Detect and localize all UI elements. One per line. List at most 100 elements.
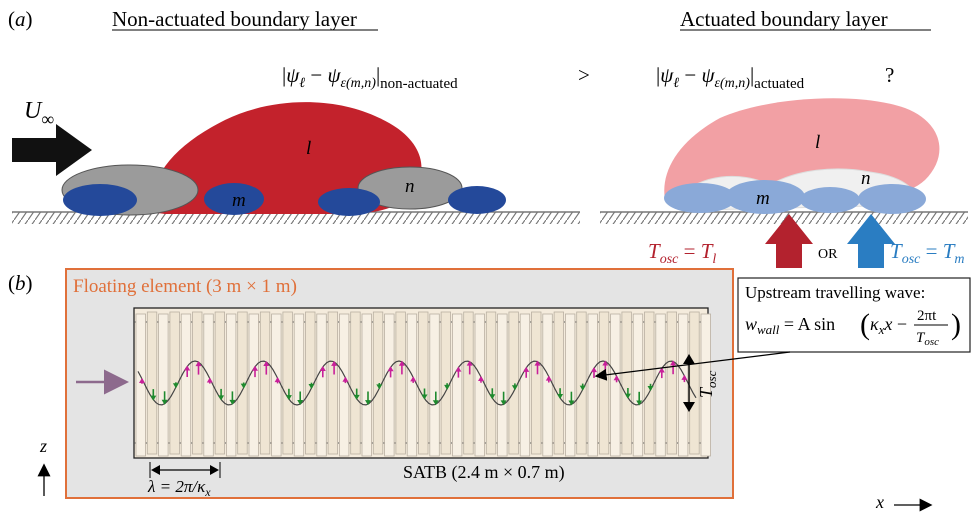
wave-up-arrowhead-icon bbox=[670, 360, 677, 366]
wave-callout-title: Upstream travelling wave: bbox=[745, 283, 925, 302]
blue-eddy-1 bbox=[63, 184, 137, 216]
panel-a: (a) Non-actuated boundary layer Actuated… bbox=[8, 7, 968, 268]
satb-slat bbox=[644, 311, 655, 455]
wave-callout-equation: wwall = A sin bbox=[745, 314, 835, 337]
blue-eddy-3 bbox=[318, 188, 380, 216]
satb-slat bbox=[237, 311, 248, 455]
wave-up-arrowhead-icon bbox=[263, 361, 270, 367]
wave-down-arrowhead-icon bbox=[365, 400, 371, 406]
satb-slat bbox=[282, 311, 293, 455]
wave-callout-den: Tosc bbox=[916, 330, 939, 348]
wave-up-arrowhead-icon bbox=[410, 376, 417, 382]
satb-slat bbox=[316, 313, 327, 457]
satb-slat bbox=[372, 311, 384, 455]
wave-down-arrowhead-icon bbox=[511, 385, 518, 391]
eddy-label-m-right: m bbox=[756, 188, 770, 209]
wave-down-arrowhead-icon bbox=[353, 394, 360, 400]
wave-down-arrowhead-icon bbox=[229, 399, 236, 405]
satb-slat bbox=[598, 311, 610, 455]
wave-callout-kx: κxx − bbox=[870, 314, 907, 337]
satb-slat bbox=[463, 311, 474, 455]
floating-element-label: Floating element (3 m × 1 m) bbox=[73, 276, 297, 297]
wave-up-arrowhead-icon bbox=[319, 366, 326, 372]
satb-slat bbox=[259, 311, 271, 455]
satb-slats bbox=[135, 311, 711, 457]
wave-up-arrowhead-icon bbox=[206, 377, 213, 383]
satb-slat bbox=[293, 313, 305, 457]
wave-up-arrowhead-icon bbox=[252, 365, 258, 371]
satb-slat bbox=[338, 313, 350, 457]
satb-slat bbox=[429, 313, 440, 457]
wave-up-arrowhead-icon bbox=[455, 366, 462, 372]
satb-slat bbox=[565, 313, 576, 457]
satb-slat bbox=[474, 313, 485, 457]
wave-down-arrowhead-icon bbox=[489, 394, 496, 400]
light-blue-eddy-1 bbox=[664, 183, 736, 213]
satb-slat bbox=[158, 313, 169, 457]
wave-up-arrowhead-icon bbox=[195, 361, 202, 367]
wave-down-arrowhead-icon bbox=[624, 393, 631, 399]
wave-down-arrowhead-icon bbox=[218, 395, 225, 401]
wave-up-arrowhead-icon bbox=[613, 375, 620, 381]
satb-slat bbox=[519, 313, 531, 457]
question-mark: ? bbox=[885, 63, 894, 87]
satb-slat bbox=[361, 313, 372, 457]
wave-up-arrowhead-icon bbox=[602, 360, 609, 366]
satb-slat bbox=[192, 311, 203, 455]
satb-slat bbox=[418, 311, 429, 455]
light-blue-eddy-4 bbox=[858, 184, 926, 214]
satb-slat bbox=[203, 313, 214, 457]
wave-up-arrowhead-icon bbox=[466, 360, 473, 366]
freestream-label: U∞ bbox=[24, 98, 54, 129]
freestream-arrow-icon bbox=[12, 124, 92, 176]
equation-non-actuated: |ψℓ − ψε(m,n)|non-actuated bbox=[282, 63, 458, 92]
wave-down-arrowhead-icon bbox=[172, 383, 179, 389]
satb-slat bbox=[271, 313, 282, 457]
wave-arrows bbox=[139, 360, 688, 406]
satb-slat bbox=[666, 311, 677, 455]
wave-down-arrowhead-icon bbox=[500, 400, 507, 406]
satb-slat bbox=[610, 313, 621, 457]
satb-slat bbox=[655, 313, 666, 457]
satb-slat bbox=[169, 311, 180, 455]
satb-slat bbox=[440, 311, 452, 455]
eddy-label-l-left: l bbox=[306, 138, 311, 159]
wave-down-arrowhead-icon bbox=[308, 384, 315, 390]
satb-slat bbox=[632, 313, 644, 457]
eddy-label-l-right: l bbox=[815, 132, 820, 153]
wave-up-arrowhead-icon bbox=[342, 376, 349, 382]
wave-up-arrowhead-icon bbox=[331, 360, 338, 366]
wave-callout-num: 2πt bbox=[917, 308, 937, 324]
satb-label: SATB (2.4 m × 0.7 m) bbox=[403, 462, 565, 483]
eddy-label-n-right: n bbox=[861, 168, 871, 189]
gray-eddy-n bbox=[357, 166, 463, 210]
satb-slat bbox=[305, 311, 316, 455]
satb-slat bbox=[700, 313, 711, 457]
wave-up-arrowhead-icon bbox=[139, 377, 145, 383]
wave-up-arrowhead-icon bbox=[523, 366, 530, 372]
wave-down-arrowhead-icon bbox=[432, 400, 439, 406]
satb-slat bbox=[497, 313, 508, 457]
compare-sign: > bbox=[578, 63, 590, 87]
wave-down-arrowhead-icon bbox=[444, 384, 451, 390]
satb-slat bbox=[542, 313, 553, 457]
blue-eddy-4 bbox=[448, 186, 506, 214]
satb-slat bbox=[327, 311, 339, 455]
satb-slat bbox=[531, 311, 542, 455]
light-blue-eddy-3 bbox=[800, 187, 860, 213]
red-actuation-arrow-icon bbox=[765, 214, 813, 268]
panel-b-label: (b) bbox=[8, 271, 33, 295]
wave-down-arrowhead-icon bbox=[297, 400, 304, 406]
blue-eddy-m bbox=[204, 183, 264, 215]
satb-slat bbox=[146, 311, 158, 455]
satb-slat bbox=[248, 313, 259, 457]
satb-slat bbox=[576, 311, 587, 455]
satb-slat bbox=[689, 311, 700, 455]
wave-up-arrowhead-icon bbox=[184, 365, 191, 371]
wave-down-arrowhead-icon bbox=[240, 383, 247, 389]
panel-b: (b) Floating element (3 m × 1 m) Upstrea… bbox=[8, 268, 971, 512]
wave-up-arrowhead-icon bbox=[545, 375, 552, 381]
wave-up-arrowhead-icon bbox=[274, 377, 281, 383]
eddy-label-n-left: n bbox=[405, 176, 415, 197]
